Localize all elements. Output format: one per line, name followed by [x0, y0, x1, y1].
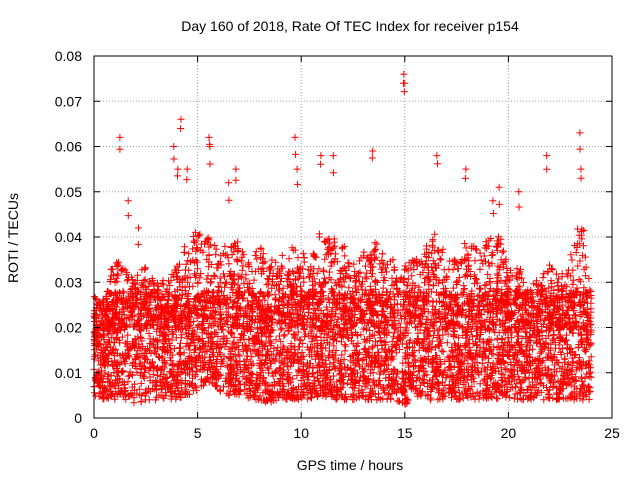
x-tick-label: 20 [501, 425, 517, 441]
x-tick-label: 25 [604, 425, 620, 441]
roti-points [90, 70, 595, 408]
y-tick-label: 0.08 [55, 48, 82, 64]
y-tick-label: 0.03 [55, 274, 82, 290]
y-tick-label: 0.07 [55, 93, 82, 109]
y-tick-label: 0 [74, 410, 82, 426]
data-points [90, 70, 595, 408]
y-tick-label: 0.04 [55, 229, 82, 245]
x-tick-label: 15 [397, 425, 413, 441]
y-tick-label: 0.01 [55, 365, 82, 381]
x-tick-label: 5 [194, 425, 202, 441]
y-tick-label: 0.05 [55, 184, 82, 200]
tick-labels: 0 5 10 15 20 25 0 0.01 0.02 0.03 0.04 0.05 0.06 0.07 0… [55, 48, 620, 441]
chart-title: Day 160 of 2018, Rate Of TEC Index for r… [181, 18, 519, 34]
y-tick-label: 0.02 [55, 320, 82, 336]
x-axis-label: GPS time / hours [297, 457, 404, 473]
y-tick-label: 0.06 [55, 139, 82, 155]
x-tick-label: 0 [90, 425, 98, 441]
x-tick-label: 10 [293, 425, 309, 441]
y-axis-label: ROTI / TECUs [5, 193, 21, 283]
axes [93, 55, 613, 419]
